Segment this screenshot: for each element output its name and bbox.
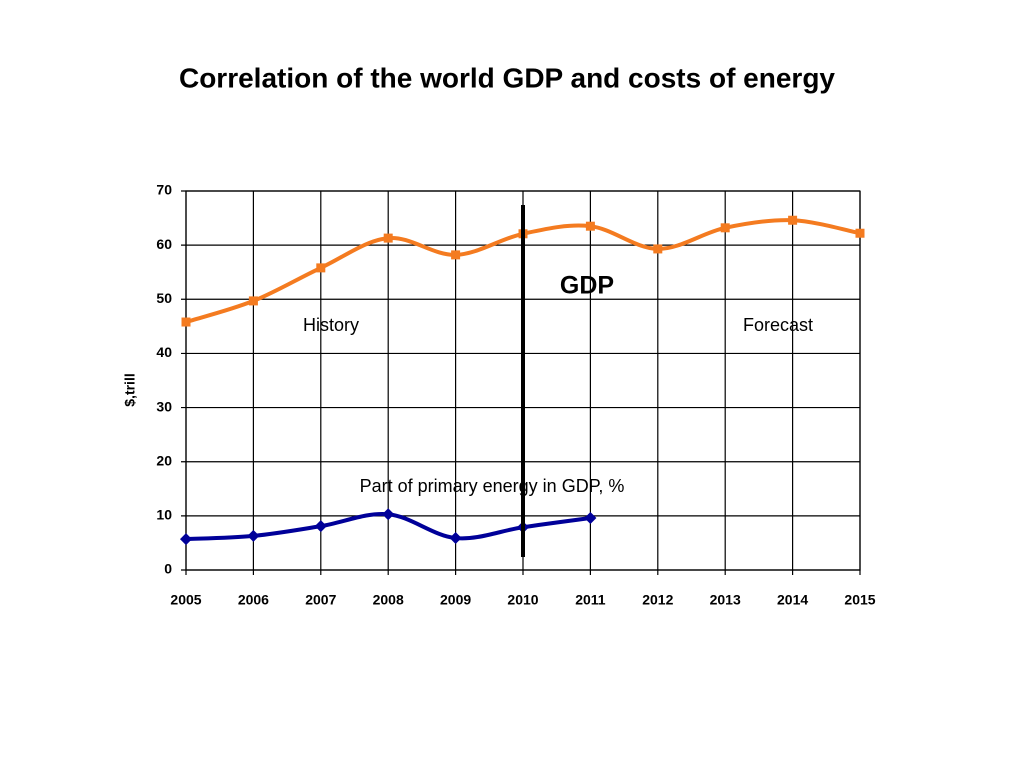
marker [382,508,395,521]
marker [247,529,260,542]
marker [180,533,192,546]
series-label: GDP [560,272,614,300]
y-tick-label: 30 [156,398,172,414]
series-label: Part of primary energy in GDP, % [360,476,625,496]
marker [248,296,258,306]
x-tick-label: 2013 [710,592,741,608]
marker [451,250,461,260]
marker [181,317,191,327]
chart-title: Correlation of the world GDP and costs o… [179,62,835,93]
y-tick-label: 20 [156,452,172,468]
y-tick-label: 10 [156,507,172,523]
annotation: Forecast [743,315,813,335]
marker [314,520,327,533]
x-tick-label: 2007 [305,592,336,608]
marker [449,532,462,545]
marker [383,233,393,243]
x-tick-label: 2005 [170,592,201,608]
y-tick-label: 40 [156,344,172,360]
marker [720,223,730,233]
y-tick-label: 50 [156,290,172,306]
x-tick-label: 2006 [238,592,269,608]
x-tick-label: 2014 [777,592,808,608]
marker [316,263,326,273]
marker [653,244,663,254]
x-tick-label: 2010 [507,592,538,608]
x-tick-label: 2012 [642,592,673,608]
y-axis-label: $,trill [122,373,138,406]
marker [855,228,865,238]
marker [584,512,597,525]
marker [788,215,798,225]
x-tick-label: 2008 [373,592,404,608]
y-tick-label: 60 [156,236,172,252]
y-tick-label: 70 [156,182,172,198]
annotation: History [303,315,359,335]
marker [585,221,595,231]
x-tick-label: 2009 [440,592,471,608]
x-tick-label: 2015 [844,592,875,608]
y-tick-label: 0 [164,561,172,577]
x-tick-label: 2011 [575,592,606,608]
